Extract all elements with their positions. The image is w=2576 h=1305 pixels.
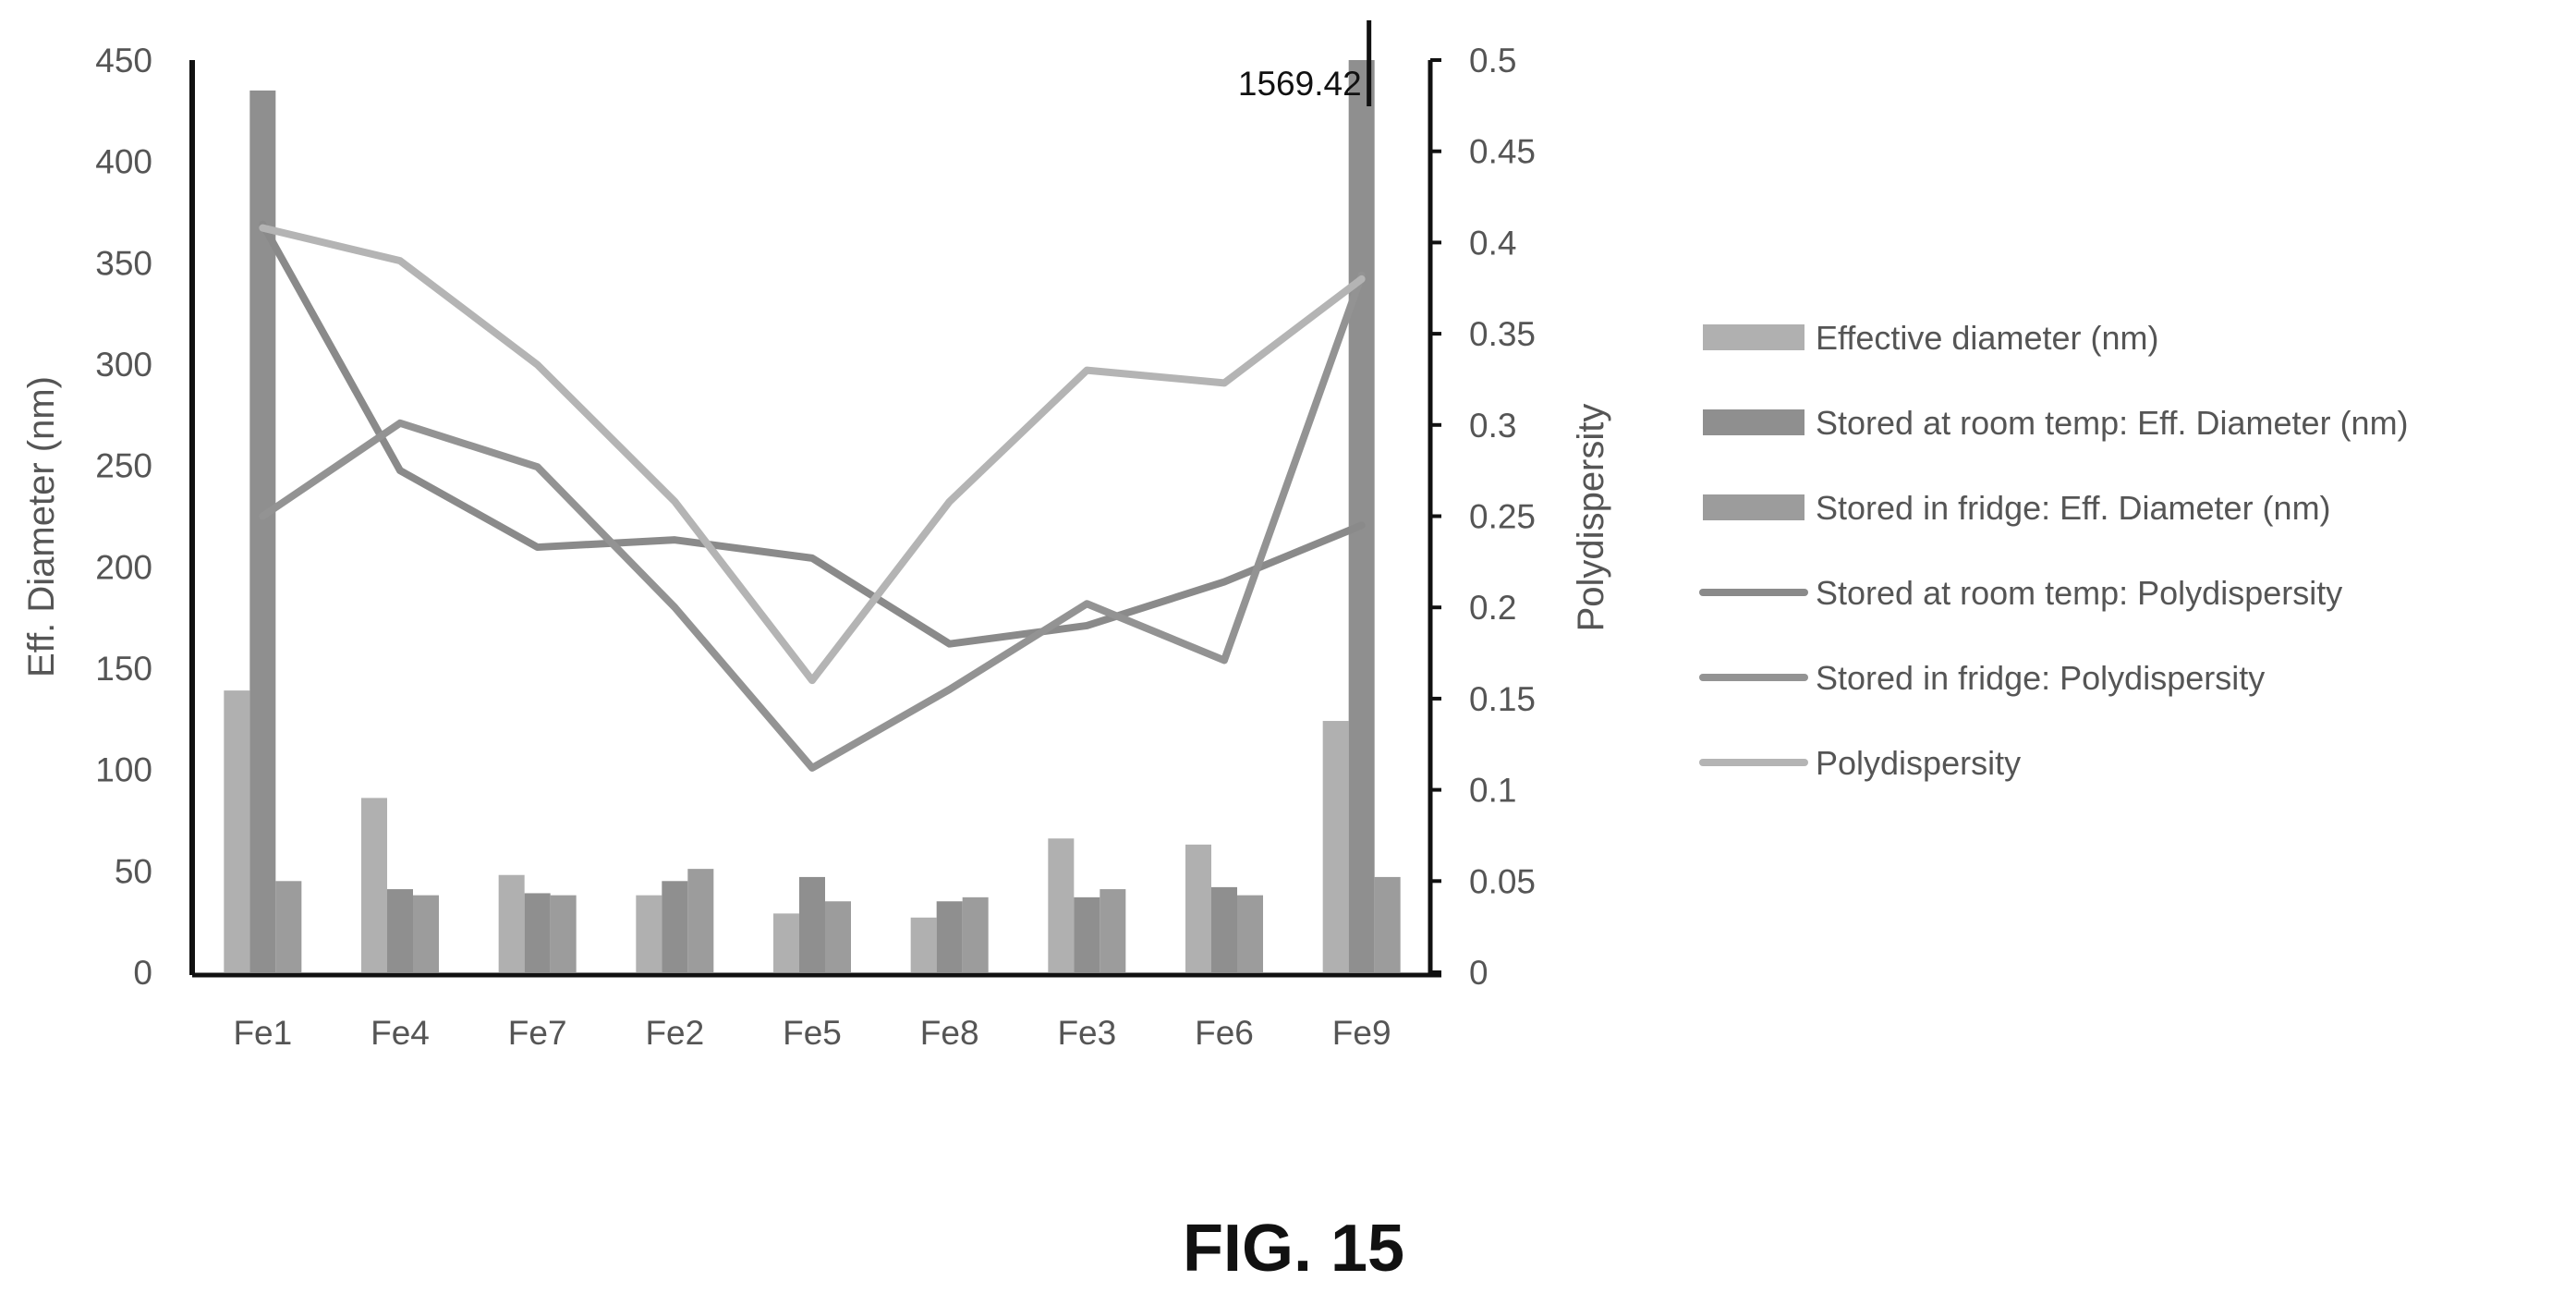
- y2-tick-label: 0.15: [1469, 680, 1536, 718]
- annotations: 1569.42: [1238, 20, 1372, 106]
- y2-tick-label: 0.05: [1469, 862, 1536, 900]
- bar: [1048, 838, 1075, 972]
- y-axis-title: Eff. Diameter (nm): [21, 376, 62, 677]
- y-tick-label: 350: [95, 244, 152, 282]
- legend-label: Stored in fridge: Polydispersity: [1816, 659, 2265, 697]
- legend-label: Stored at room temp: Polydispersity: [1816, 574, 2342, 612]
- bar: [387, 889, 413, 972]
- bar: [1074, 896, 1100, 972]
- y-axis-ticks: 0 50 100 150 200 250 300 350 400 450: [95, 42, 152, 992]
- data-label: 1569.42: [1238, 65, 1362, 103]
- bar: [524, 893, 551, 972]
- y-tick-label: 50: [115, 852, 152, 890]
- bar: [936, 901, 963, 972]
- x-tick-label: Fe4: [371, 1014, 430, 1052]
- legend-swatch: [1703, 324, 1804, 350]
- bar: [773, 913, 799, 972]
- bar: [1100, 889, 1126, 972]
- y-tick-label: 250: [95, 447, 152, 485]
- y-tick-label: 300: [95, 346, 152, 384]
- bar: [498, 874, 525, 972]
- bar: [825, 901, 851, 972]
- bar: [962, 896, 989, 972]
- legend: Effective diameter (nm) Stored at room te…: [1699, 319, 2409, 782]
- y2-tick-label: 0.1: [1469, 772, 1516, 810]
- series-line: [259, 271, 1366, 772]
- bar: [224, 690, 250, 972]
- bar: [1237, 895, 1263, 972]
- bar: [1348, 60, 1375, 972]
- x-tick-label: Fe3: [1057, 1014, 1116, 1052]
- bar: [361, 798, 387, 972]
- bar: [636, 895, 662, 972]
- y2-tick-label: 0.35: [1469, 315, 1536, 353]
- y2-tick-label: 0.3: [1469, 407, 1516, 445]
- bar: [662, 881, 688, 972]
- bar: [1185, 844, 1211, 972]
- bar: [275, 881, 302, 972]
- bar: [687, 869, 714, 972]
- legend-label: Stored at room temp: Eff. Diameter (nm): [1816, 404, 2409, 442]
- series-line: [259, 220, 1366, 648]
- bar: [550, 895, 577, 972]
- legend-label: Polydispersity: [1816, 744, 2021, 782]
- y2-tick-label: 0.45: [1469, 133, 1536, 171]
- bar: [910, 917, 937, 972]
- lines: [259, 220, 1366, 772]
- x-axis-ticks: Fe1 Fe4 Fe7 Fe2 Fe5 Fe8 Fe3 Fe6 Fe9: [233, 1014, 1391, 1052]
- y-tick-label: 100: [95, 751, 152, 789]
- figure-label: FIG. 15: [1182, 1212, 1405, 1286]
- bar: [799, 876, 825, 972]
- axes: [189, 60, 1441, 978]
- series-line: [259, 224, 1366, 685]
- y2-tick-label: 0: [1469, 954, 1488, 992]
- bar: [1374, 876, 1401, 972]
- y2-tick-label: 0.25: [1469, 498, 1536, 536]
- y-tick-label: 400: [95, 143, 152, 181]
- y-tick-label: 450: [95, 42, 152, 79]
- bar: [413, 895, 439, 972]
- y-tick-label: 0: [133, 954, 152, 992]
- x-tick-label: Fe9: [1332, 1014, 1391, 1052]
- legend-swatch: [1703, 409, 1804, 435]
- x-tick-label: Fe6: [1195, 1014, 1254, 1052]
- x-tick-label: Fe8: [920, 1014, 979, 1052]
- bar: [1211, 886, 1237, 972]
- y-tick-label: 150: [95, 650, 152, 688]
- y-tick-label: 200: [95, 548, 152, 586]
- y2-axis-ticks: 0 0.05 0.1 0.15 0.2 0.25 0.3 0.35 0.4 0.45 0.5: [1430, 42, 1536, 992]
- y2-axis-title: Polydispersity: [1571, 404, 1611, 632]
- legend-label: Stored in fridge: Eff. Diameter (nm): [1816, 489, 2331, 527]
- x-tick-label: Fe1: [233, 1014, 292, 1052]
- x-tick-label: Fe7: [508, 1014, 567, 1052]
- x-tick-label: Fe2: [645, 1014, 704, 1052]
- bars: [224, 60, 1401, 972]
- bar: [1322, 721, 1349, 972]
- y2-tick-label: 0.5: [1469, 42, 1516, 79]
- legend-swatch: [1703, 494, 1804, 520]
- legend-label: Effective diameter (nm): [1816, 319, 2158, 357]
- x-tick-label: Fe5: [783, 1014, 842, 1052]
- y2-tick-label: 0.4: [1469, 224, 1516, 262]
- y2-tick-label: 0.2: [1469, 589, 1516, 627]
